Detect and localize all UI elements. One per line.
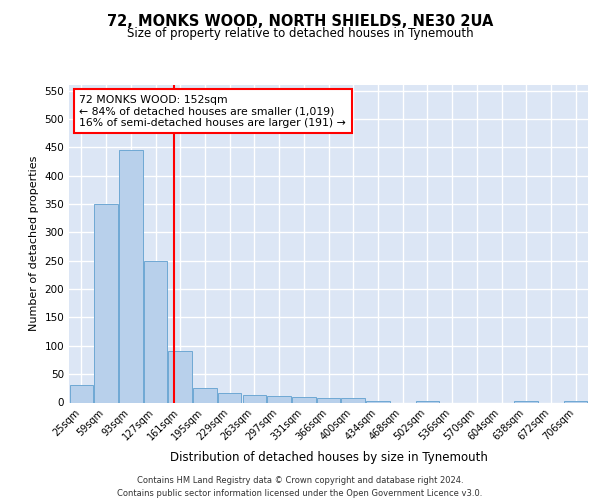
Bar [218,393,241,402]
Bar [292,397,316,402]
Bar [416,401,439,402]
Y-axis label: Number of detached properties: Number of detached properties [29,156,39,332]
Bar [169,352,192,403]
Bar [119,150,143,403]
Text: Size of property relative to detached houses in Tynemouth: Size of property relative to detached ho… [127,28,473,40]
Bar [144,261,167,402]
Text: 72, MONKS WOOD, NORTH SHIELDS, NE30 2UA: 72, MONKS WOOD, NORTH SHIELDS, NE30 2UA [107,14,493,29]
Text: 72 MONKS WOOD: 152sqm
← 84% of detached houses are smaller (1,019)
16% of semi-d: 72 MONKS WOOD: 152sqm ← 84% of detached … [79,94,346,128]
Bar [70,386,93,402]
Bar [268,396,291,402]
Bar [366,401,389,402]
Text: Contains HM Land Registry data © Crown copyright and database right 2024.
Contai: Contains HM Land Registry data © Crown c… [118,476,482,498]
Bar [242,394,266,402]
Bar [564,401,587,402]
Bar [341,398,365,402]
Bar [514,401,538,402]
X-axis label: Distribution of detached houses by size in Tynemouth: Distribution of detached houses by size … [170,450,487,464]
Bar [94,204,118,402]
Bar [317,398,340,402]
Bar [193,388,217,402]
